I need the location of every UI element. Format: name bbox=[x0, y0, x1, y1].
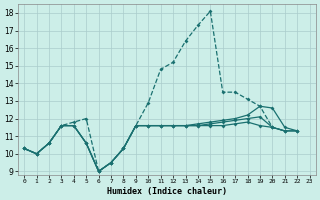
X-axis label: Humidex (Indice chaleur): Humidex (Indice chaleur) bbox=[107, 187, 227, 196]
